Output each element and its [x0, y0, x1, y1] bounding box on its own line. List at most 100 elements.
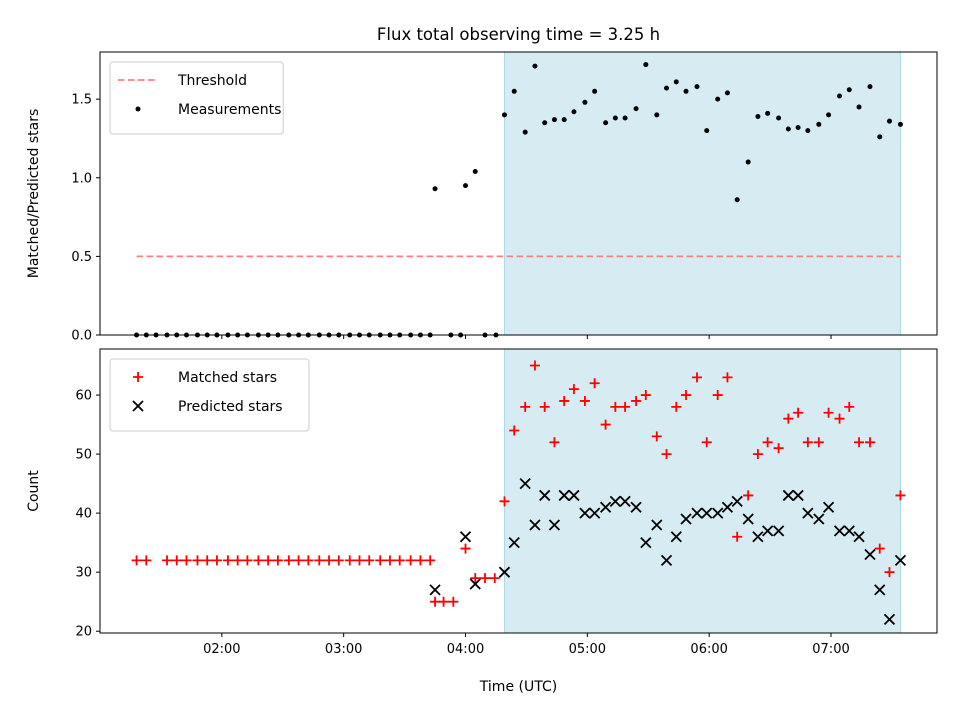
y-tick-label: 0.0: [71, 329, 92, 344]
data-point: [375, 555, 386, 566]
legend-box: [109, 358, 310, 432]
data-point: [558, 489, 570, 502]
data-point: [232, 555, 243, 566]
data-point: [654, 112, 660, 118]
data-point: [691, 507, 703, 519]
data-point: [651, 431, 662, 442]
data-point: [877, 134, 883, 140]
data-point: [715, 96, 721, 102]
data-point: [429, 584, 441, 596]
data-point: [732, 531, 743, 542]
y-tick-label: 30: [75, 566, 92, 581]
data-point: [470, 573, 481, 584]
data-point: [549, 437, 560, 448]
chart-title: Flux total observing time = 3.25 h: [377, 25, 660, 44]
data-point: [683, 88, 689, 94]
data-point: [438, 596, 449, 607]
data-point: [324, 555, 335, 566]
data-point: [405, 555, 416, 566]
data-point: [619, 495, 631, 507]
data-point: [795, 124, 801, 130]
data-point: [712, 390, 723, 401]
data-point: [694, 84, 700, 90]
series-measurements: [134, 62, 903, 338]
data-point: [472, 168, 478, 174]
data-point: [701, 507, 713, 519]
series-predicted-stars: [429, 477, 907, 626]
data-point: [222, 555, 233, 566]
x-tick-label: 04:00: [447, 642, 484, 657]
data-point: [762, 525, 774, 537]
data-point: [620, 401, 631, 412]
data-point: [582, 99, 588, 105]
data-point: [460, 543, 471, 554]
legend: Threshold Measurements: [109, 61, 284, 135]
data-point: [384, 555, 395, 566]
data-point: [293, 555, 304, 566]
data-point: [701, 437, 712, 448]
data-point: [752, 449, 763, 460]
x-tick-label: 06:00: [690, 642, 727, 657]
panel-1: 0.0 0.5 1.0 1.5 Matched/Predicted stars Thres…: [26, 51, 938, 344]
data-point: [846, 87, 852, 93]
data-point: [529, 360, 540, 371]
data-point: [469, 578, 481, 590]
data-point: [571, 109, 577, 115]
data-point: [813, 513, 825, 525]
y-tick-label: 1.5: [71, 93, 92, 108]
y-axis-label: Count: [26, 470, 42, 512]
data-point: [783, 413, 794, 424]
data-point: [854, 437, 865, 448]
y-tick-label: 0.5: [71, 250, 92, 265]
data-point: [776, 115, 782, 121]
data-point: [721, 501, 734, 513]
data-point: [823, 407, 834, 418]
data-point: [283, 555, 294, 566]
data-point: [519, 477, 531, 490]
data-point: [141, 555, 152, 566]
data-point: [874, 543, 885, 554]
axes-frame: [99, 51, 938, 336]
data-point: [704, 128, 710, 134]
data-point: [661, 449, 672, 460]
data-point: [171, 555, 182, 566]
data-point: [272, 555, 283, 566]
data-point: [633, 106, 639, 112]
data-point: [837, 93, 843, 99]
data-point: [532, 63, 538, 69]
data-point: [894, 554, 907, 567]
data-point: [489, 573, 500, 584]
legend-handle: [135, 106, 141, 112]
data-point: [354, 555, 365, 566]
data-point: [430, 596, 441, 607]
data-point: [520, 401, 531, 412]
data-point: [874, 584, 886, 596]
x-tick-label: 07:00: [812, 642, 849, 657]
data-point: [162, 555, 173, 566]
data-point: [589, 507, 601, 519]
data-point: [843, 525, 855, 537]
y-axis-label: Matched/Predicted stars: [26, 109, 42, 279]
data-point: [551, 117, 557, 123]
data-point: [589, 378, 600, 389]
data-point: [579, 507, 591, 519]
legend-label: Predicted stars: [178, 399, 283, 415]
data-point: [745, 159, 751, 165]
data-point: [448, 596, 459, 607]
data-point: [856, 104, 862, 110]
data-point: [772, 525, 785, 537]
data-point: [773, 443, 784, 454]
data-point: [459, 531, 472, 543]
data-point: [816, 121, 822, 127]
data-point: [782, 489, 794, 502]
data-point: [263, 555, 274, 566]
axes-frame: [99, 348, 938, 634]
data-point: [539, 489, 551, 502]
observing-span-band: [503, 348, 901, 634]
data-point: [508, 537, 520, 549]
data-point: [600, 419, 611, 430]
data-point: [673, 79, 679, 85]
data-point: [691, 372, 702, 383]
